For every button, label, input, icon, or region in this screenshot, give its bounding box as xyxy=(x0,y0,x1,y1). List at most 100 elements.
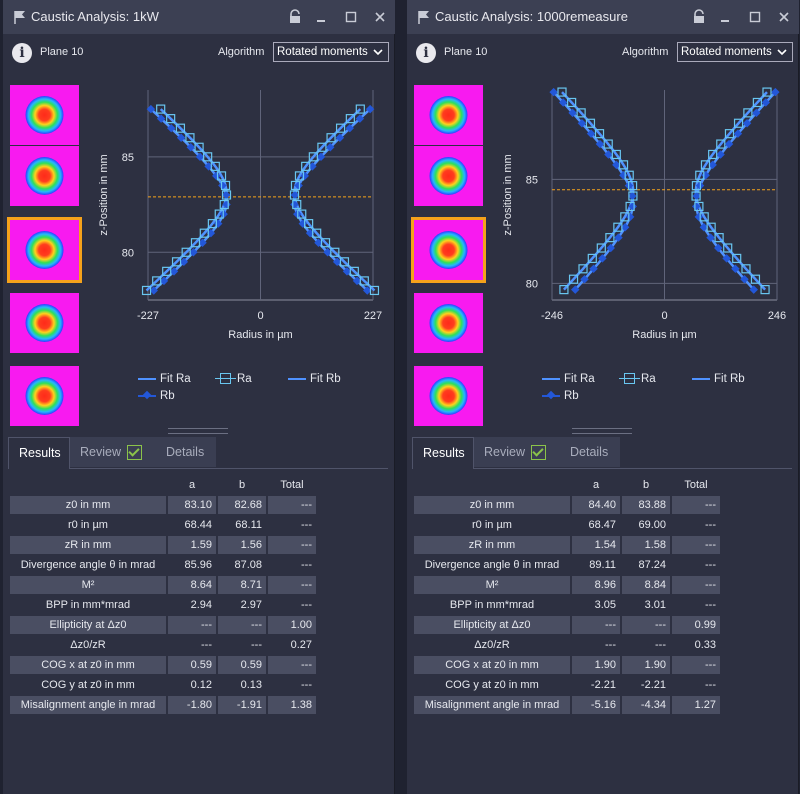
cell-total: --- xyxy=(705,559,716,571)
cell-total: --- xyxy=(268,496,316,514)
close-icon[interactable] xyxy=(372,9,388,25)
beam-thumbnail[interactable] xyxy=(10,85,79,145)
chart-legend: Fit Ra Ra Fit Rb Rb xyxy=(138,373,388,409)
column-header: b xyxy=(238,479,246,491)
panel-titlebar[interactable]: Caustic Analysis: 1000remeasure xyxy=(407,0,799,34)
y-tick-label: 85 xyxy=(526,174,538,186)
splitter-handle[interactable] xyxy=(168,428,228,434)
maximize-icon[interactable] xyxy=(747,9,763,25)
info-icon[interactable]: i xyxy=(416,43,436,63)
close-icon[interactable] xyxy=(776,9,792,25)
caustic-panel-1: Caustic Analysis: 1kW i Plane 10 Algorit… xyxy=(3,0,395,794)
panel-titlebar[interactable]: Caustic Analysis: 1kW xyxy=(3,0,395,34)
beam-profile-image xyxy=(25,304,64,342)
ra-point xyxy=(320,238,331,248)
rb-point xyxy=(189,248,198,257)
ra-point xyxy=(326,133,336,143)
ra-point xyxy=(723,243,733,253)
rb-point xyxy=(342,267,352,276)
ra-point xyxy=(627,181,638,191)
tab-results[interactable]: Results xyxy=(412,437,474,469)
ra-point xyxy=(585,118,596,128)
algorithm-select[interactable]: Rotated moments xyxy=(677,42,793,62)
tab-review[interactable]: Review xyxy=(474,437,560,467)
fit-curve-ra xyxy=(694,91,768,291)
check-icon[interactable] xyxy=(531,445,546,461)
check-icon[interactable] xyxy=(127,445,142,461)
beam-thumbnail[interactable] xyxy=(7,217,82,283)
tab-details[interactable]: Details xyxy=(560,437,620,467)
cell-total: --- xyxy=(301,679,312,691)
lock-icon[interactable] xyxy=(691,9,707,25)
cell-b: 3.01 xyxy=(644,599,666,611)
row-label: BPP in mm*mrad xyxy=(449,599,535,611)
legend-item-fit-rb: Fit Rb xyxy=(692,373,745,385)
cell-total: 1.00 xyxy=(268,616,316,634)
rb-point xyxy=(159,276,169,286)
ra-point xyxy=(699,212,709,222)
cell-total: --- xyxy=(705,599,716,611)
cell-b: 0.59 xyxy=(218,656,266,674)
flag-icon xyxy=(14,11,25,24)
legend-label: Rb xyxy=(160,390,175,402)
ra-point xyxy=(162,266,172,276)
ra-point xyxy=(559,285,569,295)
tab-results[interactable]: Results xyxy=(8,437,70,469)
rb-point xyxy=(731,264,740,274)
ra-point xyxy=(304,219,314,229)
splitter-handle[interactable] xyxy=(572,428,632,434)
ra-point xyxy=(317,142,327,152)
minimize-icon[interactable] xyxy=(717,9,733,25)
legend-label: Fit Ra xyxy=(564,373,595,385)
beam-thumbnail[interactable] xyxy=(10,293,79,353)
ra-point xyxy=(576,108,586,118)
beam-thumbnail[interactable] xyxy=(414,293,483,353)
tab-details[interactable]: Details xyxy=(156,437,216,467)
ra-point xyxy=(219,199,229,210)
cell-b: --- xyxy=(622,616,670,634)
cell-a: 89.11 xyxy=(589,559,616,571)
lock-icon[interactable] xyxy=(287,9,303,25)
ra-point xyxy=(349,266,359,276)
row-label: COG x at z0 in mm xyxy=(10,656,166,674)
ra-point xyxy=(716,139,726,149)
cell-total: --- xyxy=(672,656,720,674)
cell-a: 0.59 xyxy=(168,656,216,674)
info-icon[interactable]: i xyxy=(12,43,32,63)
legend-marker-icon xyxy=(542,394,560,397)
legend-item-rb: Rb xyxy=(542,390,579,402)
ra-point xyxy=(567,97,577,108)
beam-thumbnail[interactable] xyxy=(10,366,79,426)
rb-point xyxy=(761,98,771,107)
minimize-icon[interactable] xyxy=(313,9,329,25)
beam-profile-image xyxy=(429,377,468,415)
beam-thumbnail[interactable] xyxy=(414,366,483,426)
ra-point xyxy=(557,87,567,97)
cell-b: 2.97 xyxy=(240,599,262,611)
ra-point xyxy=(605,233,615,243)
beam-profile-image xyxy=(429,231,468,269)
cell-a: -2.21 xyxy=(590,679,616,691)
maximize-icon[interactable] xyxy=(343,9,359,25)
column-header: Total xyxy=(684,479,708,491)
table-row: M² 8.64 8.71 --- xyxy=(10,576,316,594)
algorithm-select[interactable]: Rotated moments xyxy=(273,42,389,62)
table-row: Divergence angle θ in mrad 89.11 87.24 --- xyxy=(414,556,720,574)
legend-label: Fit Rb xyxy=(310,373,341,385)
row-label: z0 in mm xyxy=(10,496,166,514)
beam-thumbnail[interactable] xyxy=(414,85,483,145)
cell-b: -4.34 xyxy=(622,696,670,714)
rb-point xyxy=(580,274,589,284)
rb-point xyxy=(146,104,156,114)
ra-point xyxy=(628,191,638,201)
ra-point xyxy=(210,161,220,171)
x-tick-label: -227 xyxy=(137,310,159,322)
table-header-row: a b Total xyxy=(414,476,720,494)
row-label: Divergence angle θ in mrad xyxy=(20,559,156,571)
cell-b: 82.68 xyxy=(218,496,266,514)
beam-thumbnail[interactable] xyxy=(10,146,79,206)
tab-review[interactable]: Review xyxy=(70,437,156,467)
column-header: Total xyxy=(280,479,304,491)
beam-thumbnail[interactable] xyxy=(411,217,486,283)
beam-thumbnail[interactable] xyxy=(414,146,483,206)
